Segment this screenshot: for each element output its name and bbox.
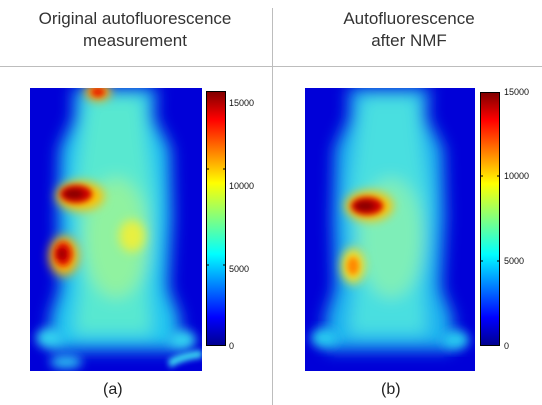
title-original-line2: measurement	[83, 31, 187, 50]
colorbar-nmf-tick-5000: 5000	[504, 256, 525, 266]
colorbar-original-tick-0: 0	[229, 341, 235, 351]
title-nmf-line2: after NMF	[371, 31, 447, 50]
colorbar-original-tick-10000: 10000	[229, 181, 255, 191]
colorbar-nmf	[480, 92, 500, 346]
heatmap-original	[30, 88, 202, 371]
colorbar-original	[206, 91, 226, 346]
header-divider	[0, 66, 542, 67]
colorbar-nmf-tick-15000: 15000	[504, 87, 530, 97]
colorbar-nmf-tick-0: 0	[504, 341, 510, 351]
title-nmf: Autofluorescence after NMF	[276, 8, 542, 52]
colorbar-nmf-tick-10000: 10000	[504, 171, 530, 181]
title-nmf-line1: Autofluorescence	[343, 9, 475, 28]
heatmap-nmf	[305, 88, 475, 371]
caption-a: (a)	[103, 381, 123, 398]
column-divider	[272, 8, 273, 405]
colorbar-original-tick-5000: 5000	[229, 264, 250, 274]
title-original-line1: Original autofluorescence	[38, 9, 232, 28]
caption-b: (b)	[381, 381, 401, 398]
title-original: Original autofluorescence measurement	[0, 8, 270, 52]
colorbar-original-tick-15000: 15000	[229, 98, 255, 108]
